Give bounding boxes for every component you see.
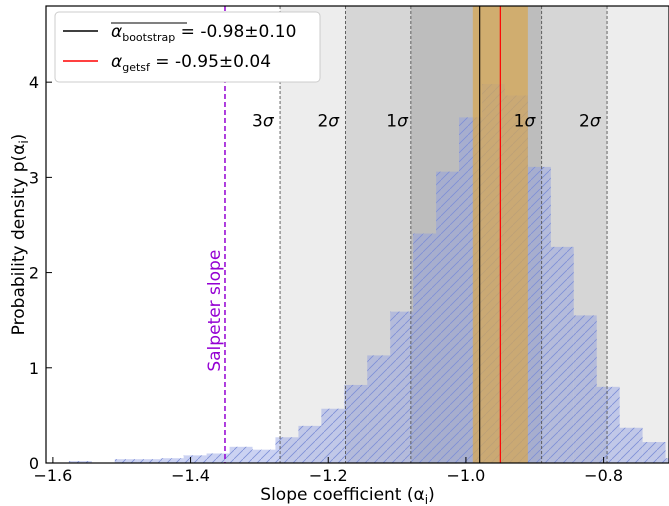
plot-frame — [45, 5, 669, 464]
legend-label: αgetsf = -0.95±0.04 — [111, 52, 271, 74]
histogram-bar-hatch — [619, 427, 643, 463]
y-axis: 0 1 2 3 4 Probability density p(αi) — [9, 73, 52, 473]
histogram-bar-hatch — [596, 386, 620, 463]
histogram-bar-hatch — [527, 166, 551, 463]
histogram-bar-hatch — [550, 246, 574, 463]
histogram-bar-hatch — [642, 442, 666, 463]
histogram-bar-hatch — [298, 425, 322, 463]
histogram-bar-hatch — [114, 459, 138, 463]
y-tick-label: 2 — [29, 264, 39, 283]
sigma-label: 3σ — [252, 111, 275, 131]
x-tick-label: −1.0 — [446, 466, 485, 485]
histogram-bar-hatch — [229, 446, 253, 463]
y-tick-label: 3 — [29, 168, 39, 187]
histogram-bar-hatch — [413, 233, 437, 463]
x-tick-label: −1.6 — [33, 466, 72, 485]
y-tick-label: 0 — [29, 454, 39, 473]
histogram-bar-hatch — [436, 171, 460, 463]
histogram-bar-hatch — [665, 458, 669, 463]
histogram-bar-hatch — [206, 453, 230, 463]
legend-label: αbootstrap = -0.98±0.10 — [111, 22, 296, 44]
sigma-labels: 3σ 2σ 1σ 1σ 2σ Salpeter slope — [205, 111, 602, 371]
y-tick-label: 1 — [29, 359, 39, 378]
legend-box — [54, 11, 321, 83]
histogram-bar-hatch — [321, 408, 345, 463]
reference-lines — [224, 6, 608, 463]
x-axis: −1.6 −1.4 −1.2 −1.0 −0.8 Slope coefficient (α… — [33, 457, 623, 506]
histogram-bar-hatch — [573, 315, 597, 463]
salpeter-label: Salpeter slope — [205, 250, 225, 372]
y-axis-label: Probability density p(αi) — [9, 134, 31, 336]
histogram-bar-hatch — [275, 437, 299, 463]
sigma-label: 1σ — [386, 111, 409, 131]
histogram-bar-hatch — [183, 455, 207, 463]
histogram-bar-hatch — [344, 384, 368, 463]
x-axis-label: Slope coefficient (αi) — [260, 485, 434, 506]
x-tick-label: −1.4 — [171, 466, 210, 485]
histogram-bar-hatch — [367, 355, 391, 463]
sigma-label: 2σ — [579, 111, 602, 131]
x-tick-label: −0.8 — [584, 466, 623, 485]
y-tick-label: 4 — [29, 73, 39, 92]
x-tick-label: −1.2 — [309, 466, 348, 485]
histogram-bar-hatch — [137, 459, 161, 463]
legend: αbootstrap = -0.98±0.10 αgetsf = -0.95±0.… — [54, 11, 321, 83]
histogram-bar-hatch — [160, 458, 184, 463]
histogram-bar-hatch — [68, 461, 92, 463]
histogram-bar-hatch — [390, 311, 414, 463]
sigma-label: 1σ — [514, 111, 537, 131]
sigma-label: 2σ — [317, 111, 340, 131]
histogram-bar-hatch — [252, 449, 276, 463]
